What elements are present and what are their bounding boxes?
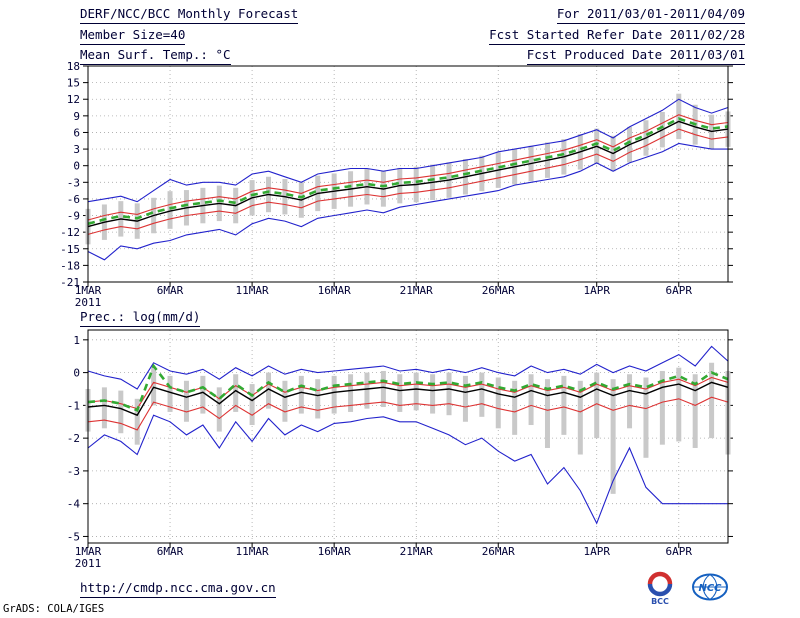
svg-text:6MAR: 6MAR: [157, 545, 184, 558]
member-size-row: Member Size=40: [80, 27, 186, 45]
svg-text:1APR: 1APR: [583, 284, 610, 297]
temp-units-label: Mean Surf. Temp.: °C: [80, 47, 231, 65]
svg-text:6APR: 6APR: [666, 284, 693, 297]
svg-text:0: 0: [73, 367, 80, 380]
svg-text:-5: -5: [67, 530, 80, 543]
temp-units-row: Mean Surf. Temp.: °C: [80, 47, 231, 65]
refer-date-label: Fcst Started Refer Date 2011/02/28: [489, 27, 745, 45]
svg-text:6APR: 6APR: [666, 545, 693, 558]
svg-text:-18: -18: [60, 259, 80, 272]
svg-text:6: 6: [73, 126, 80, 139]
svg-text:-4: -4: [67, 498, 81, 511]
svg-text:11MAR: 11MAR: [236, 545, 269, 558]
svg-text:26MAR: 26MAR: [482, 284, 515, 297]
svg-text:1MAR: 1MAR: [75, 284, 102, 297]
bcc-logo-text: BCC: [651, 597, 669, 606]
svg-text:1APR: 1APR: [583, 545, 610, 558]
svg-text:11MAR: 11MAR: [236, 284, 269, 297]
svg-text:3: 3: [73, 143, 80, 156]
svg-text:26MAR: 26MAR: [482, 545, 515, 558]
svg-text:-3: -3: [67, 465, 80, 478]
svg-text:-9: -9: [67, 210, 80, 223]
svg-text:-3: -3: [67, 176, 80, 189]
bcc-logo: BCC: [647, 571, 673, 606]
grads-credit: GrADS: COLA/IGES: [3, 603, 105, 615]
bcc-logo-red-swirl: [647, 571, 673, 585]
ncc-logo-text: NCC: [698, 583, 722, 594]
forecast-range-row: For 2011/03/01-2011/04/09: [556, 6, 745, 24]
svg-text:-6: -6: [67, 193, 80, 206]
svg-text:2011: 2011: [75, 296, 102, 309]
svg-text:1: 1: [73, 334, 80, 347]
svg-text:-15: -15: [60, 243, 80, 256]
produced-date-row: Fcst Produced Date 2011/03/01: [526, 47, 745, 65]
svg-text:21MAR: 21MAR: [400, 545, 433, 558]
forecast-title-row: DERF/NCC/BCC Monthly Forecast: [80, 6, 299, 24]
ncc-logo-meridians: [693, 574, 727, 600]
svg-text:15: 15: [67, 77, 80, 90]
refer-date-row: Fcst Started Refer Date 2011/02/28: [489, 27, 745, 45]
produced-date-label: Fcst Produced Date 2011/03/01: [526, 47, 745, 65]
forecast-range-label: For 2011/03/01-2011/04/09: [556, 6, 745, 24]
member-size-label: Member Size=40: [80, 27, 186, 45]
svg-text:-2: -2: [67, 432, 80, 445]
svg-text:0: 0: [73, 160, 80, 173]
svg-text:9: 9: [73, 110, 80, 123]
svg-text:-21: -21: [60, 276, 80, 289]
svg-text:6MAR: 6MAR: [157, 284, 184, 297]
svg-text:21MAR: 21MAR: [400, 284, 433, 297]
bcc-logo-blue-swirl: [647, 583, 673, 597]
precip-section-label: Prec.: log(mm/d): [80, 309, 201, 327]
svg-text:-1: -1: [67, 399, 80, 412]
svg-text:1MAR: 1MAR: [75, 545, 102, 558]
precip-section-title: Prec.: log(mm/d): [80, 309, 201, 327]
svg-text:12: 12: [67, 93, 80, 106]
svg-text:18: 18: [67, 60, 80, 73]
svg-text:16MAR: 16MAR: [318, 284, 351, 297]
website-url: http://cmdp.ncc.cma.gov.cn: [80, 580, 276, 598]
forecast-title: DERF/NCC/BCC Monthly Forecast: [80, 6, 299, 24]
ncc-logo: NCC: [692, 573, 728, 601]
svg-text:-12: -12: [60, 226, 80, 239]
website-url-row: http://cmdp.ncc.cma.gov.cn: [80, 580, 276, 598]
svg-text:16MAR: 16MAR: [318, 545, 351, 558]
svg-text:2011: 2011: [75, 557, 102, 570]
